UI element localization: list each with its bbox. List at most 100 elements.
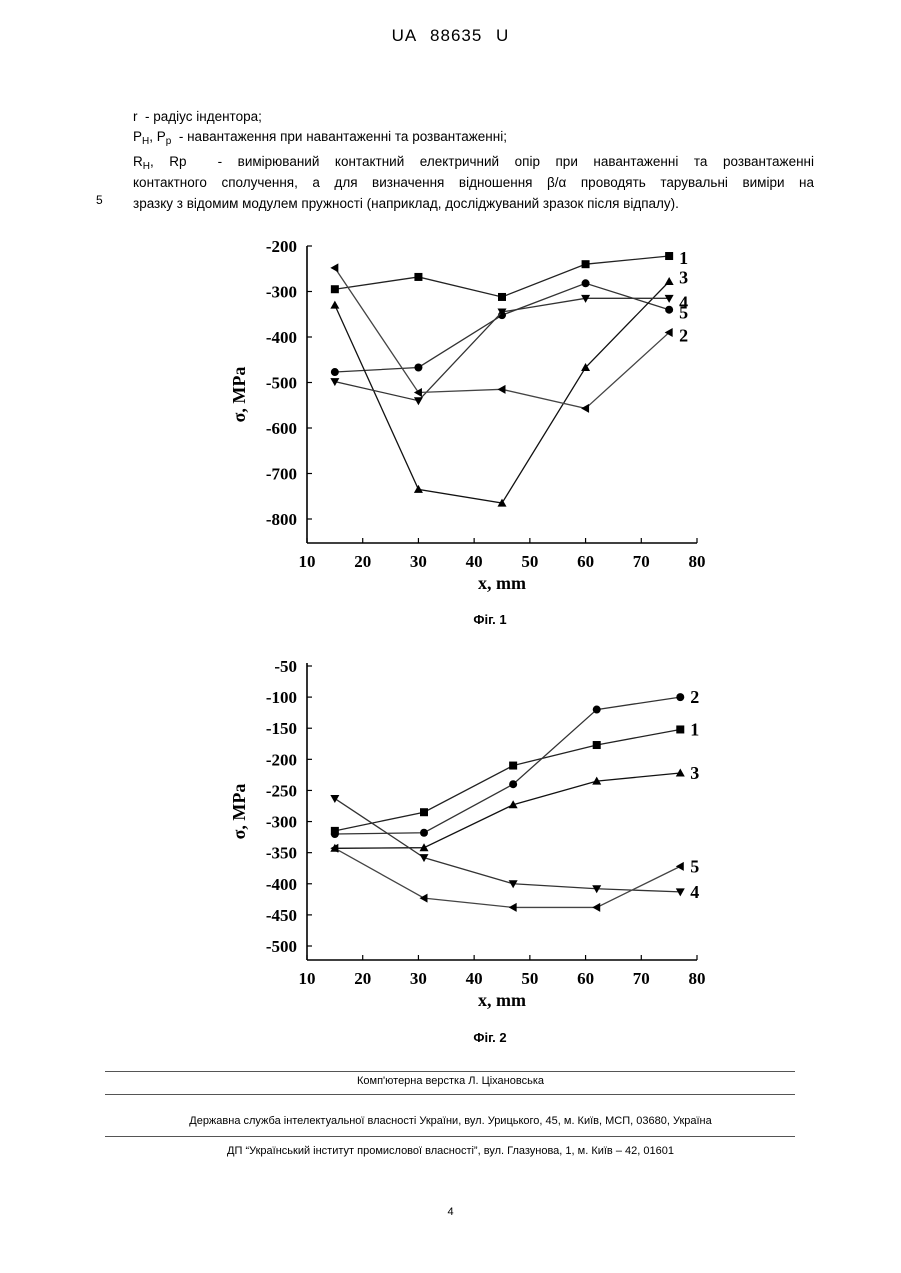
chart-2-series-3-line bbox=[335, 773, 680, 848]
chart-1-x-tick-label-1: 10 bbox=[299, 552, 316, 571]
chart-1-y-tick-label-5: -600 bbox=[266, 419, 297, 438]
series-3-point-1 bbox=[330, 301, 339, 309]
chart-1: -200 -300 -400 -500 -600 -700 -800 10 20 30 40 50 60… bbox=[229, 237, 706, 593]
chart-2-series-2-label: 2 bbox=[690, 687, 699, 707]
chart-1-x-tick-label-8: 80 bbox=[689, 552, 706, 571]
chart-1-y-tick-label-3: -400 bbox=[266, 328, 297, 347]
chart-1-series-1: 1 bbox=[331, 248, 688, 301]
chart-2-y-tick-label-5: -250 bbox=[266, 781, 297, 800]
chart-2-x-tick-label-6: 60 bbox=[577, 969, 594, 988]
footer-typesetter: Комп'ютерна верстка Л. Ціхановська bbox=[0, 1075, 901, 1087]
series-1-point-3 bbox=[498, 293, 506, 301]
chart-1-x-tick-label-3: 30 bbox=[410, 552, 427, 571]
series-1-point-3 bbox=[509, 762, 517, 770]
chart-1-series-5: 5 bbox=[330, 263, 688, 413]
figure-1-caption: Фіг. 1 bbox=[440, 612, 540, 627]
chart-2-y-tick-label-6: -300 bbox=[266, 813, 297, 832]
chart-2-series-1-line bbox=[335, 729, 680, 830]
chart-1-series-3: 3 bbox=[330, 267, 688, 506]
series-5-point-2 bbox=[420, 894, 428, 903]
chart-1-series-1-line bbox=[335, 256, 669, 297]
footer-institute: ДП “Український інститут промислової вла… bbox=[0, 1145, 901, 1157]
series-5-point-5 bbox=[676, 862, 684, 871]
series-2-point-1 bbox=[331, 368, 339, 376]
chart-1-x-tick-label-2: 20 bbox=[354, 552, 371, 571]
series-1-point-4 bbox=[593, 741, 601, 749]
series-5-point-1 bbox=[330, 263, 338, 272]
chart-2-series-5-line bbox=[335, 848, 680, 907]
series-3-point-2 bbox=[414, 485, 423, 493]
chart-2-series-2-line bbox=[335, 697, 680, 834]
chart-2-y-tick-label-2: -100 bbox=[266, 688, 297, 707]
series-3-point-5 bbox=[676, 769, 685, 777]
chart-2-y-tick-label-8: -400 bbox=[266, 875, 297, 894]
chart-2-series-5: 5 bbox=[330, 844, 699, 912]
series-5-point-2 bbox=[414, 388, 422, 397]
chart-2-y-axis-label: σ, MPa bbox=[229, 784, 249, 840]
series-1-point-5 bbox=[676, 725, 684, 733]
chart-2-y-tick-label-1: -50 bbox=[274, 657, 297, 676]
chart-2-x-tick-label-2: 20 bbox=[354, 969, 371, 988]
footer-agency: Державна служба інтелектуальної власност… bbox=[0, 1115, 901, 1127]
series-2-point-4 bbox=[593, 706, 601, 714]
chart-2-series-3-label: 3 bbox=[690, 763, 699, 783]
chart-2-x-tick-label-8: 80 bbox=[689, 969, 706, 988]
chart-1-y-axis-label: σ, MPa bbox=[229, 367, 249, 423]
series-5-point-4 bbox=[581, 404, 589, 413]
series-4-point-2 bbox=[414, 397, 423, 405]
chart-1-x-tick-label-4: 40 bbox=[466, 552, 483, 571]
series-2-point-1 bbox=[331, 830, 339, 838]
chart-1-series-3-label: 3 bbox=[679, 267, 688, 287]
series-2-point-5 bbox=[665, 306, 673, 314]
series-5-point-4 bbox=[592, 903, 600, 912]
chart-2-y-tick-label-3: -150 bbox=[266, 719, 297, 738]
series-2-point-2 bbox=[420, 829, 428, 837]
chart-1-y-tick-label-4: -500 bbox=[266, 374, 297, 393]
chart-1-x-tick-label-6: 60 bbox=[577, 552, 594, 571]
series-5-point-3 bbox=[498, 385, 506, 394]
chart-1-series-2-label: 2 bbox=[679, 326, 688, 346]
series-2-point-4 bbox=[582, 279, 590, 287]
figure-2-caption: Фіг. 2 bbox=[440, 1030, 540, 1045]
chart-1-y-tick-label-2: -300 bbox=[266, 283, 297, 302]
chart-2-series-4-label: 4 bbox=[690, 882, 699, 902]
series-1-point-4 bbox=[582, 260, 590, 268]
series-1-point-1 bbox=[331, 285, 339, 293]
chart-2: -50-100-150-200-250-300-350-400-450-5001… bbox=[229, 657, 706, 1010]
chart-2-series-1-label: 1 bbox=[690, 719, 699, 739]
chart-2-y-tick-label-4: -200 bbox=[266, 750, 297, 769]
chart-2-x-tick-label-3: 30 bbox=[410, 969, 427, 988]
chart-2-x-tick-label-4: 40 bbox=[466, 969, 483, 988]
series-3-point-5 bbox=[665, 277, 674, 285]
chart-1-series-1-label: 1 bbox=[679, 248, 688, 268]
chart-1-x-tick-label-7: 70 bbox=[633, 552, 650, 571]
chart-1-x-axis-label: x, mm bbox=[478, 573, 526, 593]
chart-2-x-tick-label-5: 50 bbox=[521, 969, 538, 988]
series-2-point-5 bbox=[676, 693, 684, 701]
series-1-point-5 bbox=[665, 252, 673, 260]
footer-rule-2 bbox=[105, 1094, 795, 1095]
chart-1-x-tick-label-5: 50 bbox=[521, 552, 538, 571]
chart-2-y-tick-label-7: -350 bbox=[266, 844, 297, 863]
chart-2-x-axis-label: x, mm bbox=[478, 990, 526, 1010]
series-5-point-3 bbox=[509, 903, 517, 912]
series-2-point-3 bbox=[509, 780, 517, 788]
series-1-point-2 bbox=[414, 273, 422, 281]
series-4-point-1 bbox=[330, 795, 339, 803]
chart-2-y-tick-label-10: -500 bbox=[266, 937, 297, 956]
chart-1-y-tick-label-1: -200 bbox=[266, 237, 297, 256]
chart-1-series-4: 4 bbox=[330, 292, 688, 405]
chart-2-series-3: 3 bbox=[330, 763, 699, 852]
footer-rule-1 bbox=[105, 1071, 795, 1072]
chart-1-series-5-label: 5 bbox=[679, 302, 688, 322]
page-number: 4 bbox=[0, 1206, 901, 1218]
series-1-point-2 bbox=[420, 808, 428, 816]
chart-1-y-tick-label-6: -700 bbox=[266, 465, 297, 484]
chart-2-y-tick-label-9: -450 bbox=[266, 906, 297, 925]
chart-1-y-tick-label-7: -800 bbox=[266, 510, 297, 529]
footer-rule-3 bbox=[105, 1136, 795, 1137]
series-2-point-2 bbox=[414, 363, 422, 371]
chart-2-x-tick-label-7: 70 bbox=[633, 969, 650, 988]
chart-2-x-tick-label-1: 10 bbox=[299, 969, 316, 988]
chart-2-series-5-label: 5 bbox=[690, 856, 699, 876]
